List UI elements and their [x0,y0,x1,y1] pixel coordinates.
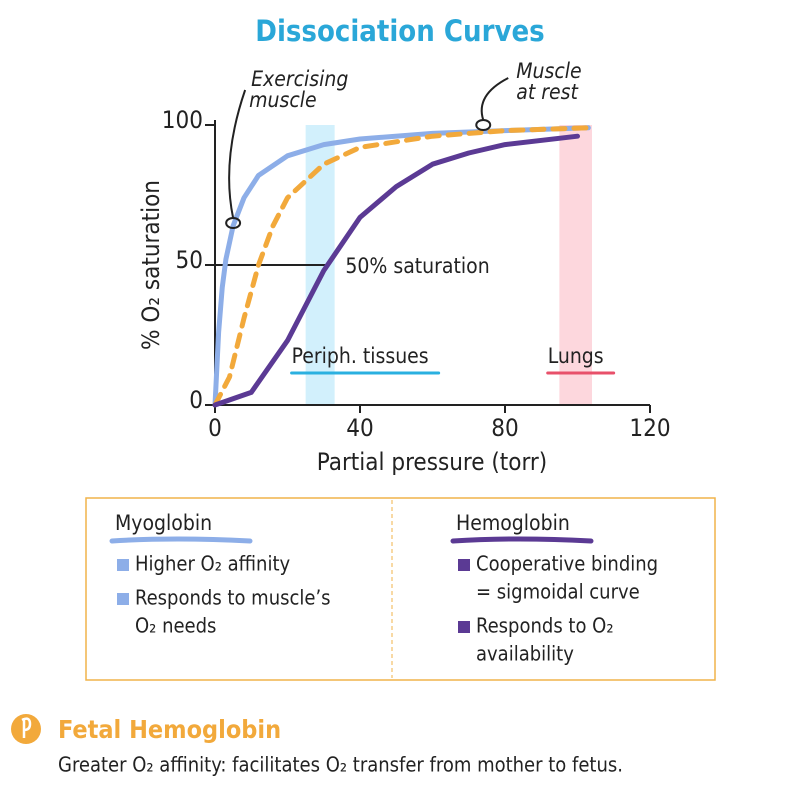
annotation-leader [480,77,509,121]
x-axis-label: Partial pressure (torr) [317,448,547,476]
annotation-leader [228,89,247,219]
info-text: availability [476,642,574,666]
info-text: Cooperative binding [476,552,658,576]
bullet [458,559,470,571]
annotation-text: Exercising [251,67,348,91]
info-text: Responds to O₂ [476,614,614,638]
annotation-marker [475,119,492,131]
fetal-text: Greater O₂ affinity: facilitates O₂ tran… [58,753,623,777]
x-tick-label: 0 [208,414,222,442]
reference-label: 50% saturation [345,254,489,278]
info-heading-stroke [109,536,253,544]
y-tick-label: 50 [176,246,203,274]
fetal-title: Fetal Hemoglobin [58,715,281,744]
band-label: Lungs [548,344,604,368]
info-text: Higher O₂ affinity [135,552,291,576]
x-tick-label: 80 [491,414,518,442]
curve [212,125,591,408]
bullet [117,593,129,605]
band-label: Periph. tissues [292,344,429,368]
band [559,125,592,405]
curve [212,133,580,408]
y-tick-label: 0 [189,386,203,414]
info-heading: Hemoglobin [456,511,570,535]
curve [212,125,591,408]
annotation-text: muscle [249,88,317,112]
info-text: O₂ needs [135,614,216,638]
info-box [85,497,716,681]
bullet [117,559,129,571]
y-axis-label: % O₂ saturation [137,180,165,350]
info-heading: Myoglobin [115,511,212,535]
fetal-icon-glyph [21,717,32,738]
bullet [458,621,470,633]
annotation-text: at rest [516,80,578,104]
annotation-text: Muscle [516,59,581,83]
x-tick-label: 120 [629,414,670,442]
x-tick-label: 40 [346,414,373,442]
info-text: = sigmoidal curve [476,580,640,604]
info-heading-stroke [450,536,594,544]
y-tick-label: 100 [162,106,203,134]
chart-title: Dissociation Curves [255,14,544,48]
info-text: Responds to muscle’s [135,586,331,610]
